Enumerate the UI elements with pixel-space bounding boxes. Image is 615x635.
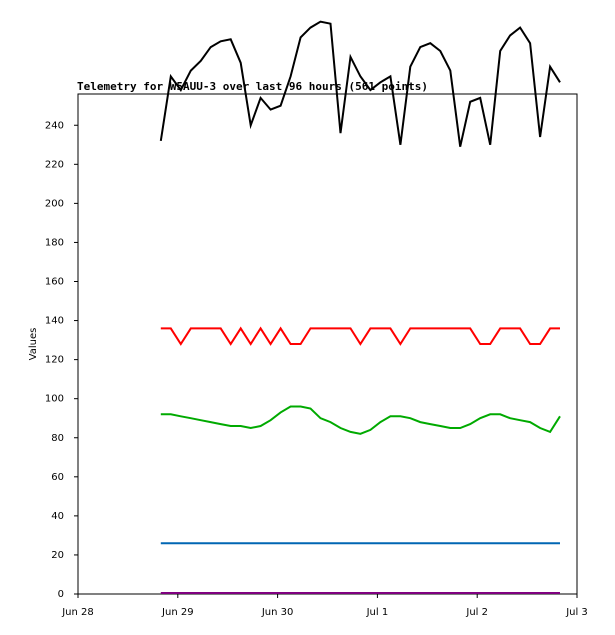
y-tick-label: 140	[45, 316, 64, 327]
y-tick-label: 200	[45, 198, 64, 209]
plot-frame	[77, 93, 578, 595]
x-tick-label: Jun 28	[61, 607, 94, 618]
y-tick-label: 80	[51, 433, 64, 444]
series-line	[160, 405, 561, 435]
x-tick-label: Jul 1	[366, 607, 389, 618]
y-tick-label: 120	[45, 355, 64, 366]
y-tick-label: 0	[58, 589, 64, 600]
x-tick-label: Jul 3	[565, 607, 588, 618]
x-tick-label: Jul 2	[465, 607, 488, 618]
y-tick-label: 100	[45, 394, 64, 405]
chart-title: Telemetry for W5AUU-3 over last 96 hours…	[77, 80, 428, 93]
y-tick-label: 60	[51, 472, 64, 483]
x-tick-label: Jun 29	[161, 607, 194, 618]
y-tick-label: 180	[45, 237, 64, 248]
x-tick-label: Jun 30	[261, 607, 294, 618]
series-line	[160, 326, 560, 346]
y-tick-label: 160	[45, 277, 64, 288]
y-axis-label: Values	[28, 328, 39, 361]
y-tick-label: 240	[45, 120, 64, 131]
y-tick-label: 20	[51, 550, 64, 561]
y-tick-label: 220	[45, 159, 64, 170]
series-line	[159, 20, 561, 147]
y-tick-label: 40	[51, 511, 64, 522]
